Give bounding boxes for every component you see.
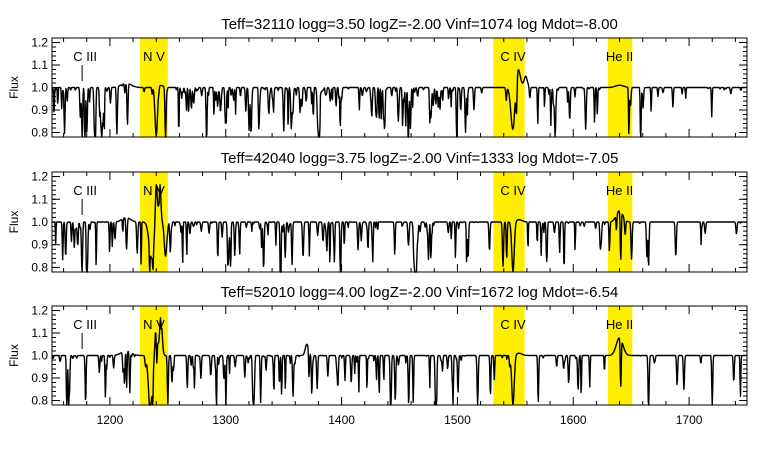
ytick-label-1-3: 1.1: [31, 192, 48, 206]
ytick-label-2-4: 1.2: [31, 304, 48, 318]
xtick-label-5: 1700: [676, 413, 703, 427]
line-label-1-0: C III: [73, 183, 97, 198]
ytick-label-1-2: 1.0: [31, 215, 48, 229]
xtick-label-4: 1600: [560, 413, 587, 427]
spectrum-line-0: [51, 68, 748, 138]
ytick-label-0-3: 1.1: [31, 58, 48, 72]
ytick-label-2-3: 1.1: [31, 326, 48, 340]
ytick-label-2-1: 0.9: [31, 371, 48, 385]
spectrum-line-2: [51, 317, 748, 406]
panel-title-2: Teff=52010 logg=4.00 logZ=-2.00 Vinf=167…: [221, 284, 619, 301]
ytick-label-0-0: 0.8: [31, 126, 48, 140]
line-label-0-2: C IV: [500, 49, 526, 64]
ylabel-1: Flux: [7, 211, 21, 234]
ylabel-0: Flux: [7, 76, 21, 99]
xtick-label-3: 1500: [444, 413, 471, 427]
line-label-2-3: He II: [606, 317, 633, 332]
xtick-label-0: 1200: [97, 413, 124, 427]
panel-title-0: Teff=32110 logg=3.50 logZ=-2.00 Vinf=107…: [221, 16, 618, 33]
line-label-2-2: C IV: [500, 317, 526, 332]
line-label-0-3: He II: [606, 49, 633, 64]
xtick-label-2: 1400: [328, 413, 355, 427]
ytick-label-1-4: 1.2: [31, 170, 48, 184]
ytick-label-0-4: 1.2: [31, 36, 48, 50]
line-label-1-3: He II: [606, 183, 633, 198]
line-label-0-1: N V: [143, 49, 165, 64]
panel-title-1: Teff=42040 logg=3.75 logZ=-2.00 Vinf=133…: [221, 150, 619, 167]
line-label-1-1: N V: [143, 183, 165, 198]
xtick-label-1: 1300: [212, 413, 239, 427]
ytick-label-0-2: 1.0: [31, 81, 48, 95]
ytick-label-2-0: 0.8: [31, 394, 48, 408]
line-label-0-0: C III: [73, 49, 97, 64]
spectrum-line-1: [51, 183, 748, 273]
ylabel-2: Flux: [7, 344, 21, 367]
line-label-1-2: C IV: [500, 183, 526, 198]
ytick-label-1-0: 0.8: [31, 260, 48, 274]
ytick-label-2-2: 1.0: [31, 349, 48, 363]
ytick-label-0-1: 0.9: [31, 103, 48, 117]
line-label-2-1: N V: [143, 317, 165, 332]
ytick-label-1-1: 0.9: [31, 238, 48, 252]
line-label-2-0: C III: [73, 317, 97, 332]
